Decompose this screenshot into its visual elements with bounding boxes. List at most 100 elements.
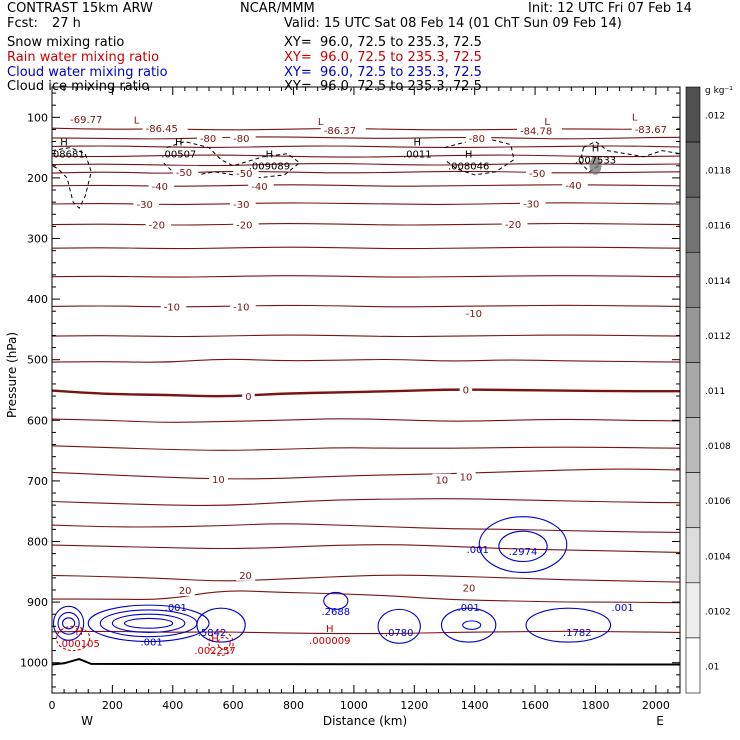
isotherm-label: -10 xyxy=(233,302,249,313)
colorbar-swatch xyxy=(685,472,701,529)
high-value: .000105 xyxy=(58,639,99,650)
x-tick-label: 200 xyxy=(102,699,123,712)
high-marker: H xyxy=(326,624,334,635)
cloud-water-contour xyxy=(111,613,186,633)
isotherm-label: 10 xyxy=(460,473,473,484)
init-time: Init: 12 UTC Fri 07 Feb 14 xyxy=(528,1,692,16)
cloud-water-contour xyxy=(52,605,85,641)
isotherm-line xyxy=(52,590,680,604)
x-tick-label: 1600 xyxy=(521,699,549,712)
isotherm-label: -83.67 xyxy=(635,125,667,136)
high-value: .000009 xyxy=(309,636,350,647)
y-tick-label: 1000 xyxy=(20,657,48,670)
isotherm-label-bg xyxy=(236,568,256,581)
model-title: CONTRAST 15km ARW xyxy=(7,1,153,16)
isotherm-label-bg xyxy=(145,218,172,231)
isotherm-line xyxy=(52,275,680,278)
isotherm-line xyxy=(52,498,680,506)
x-tick-label: 1800 xyxy=(581,699,609,712)
isotherm-line xyxy=(52,184,680,187)
rain-contour xyxy=(56,625,91,652)
snow-shaded-max xyxy=(589,156,602,175)
isotherm-label-bg xyxy=(209,473,229,486)
isotherm-label: -10 xyxy=(164,302,180,313)
x-tick-label: 1200 xyxy=(400,699,428,712)
isotherm-label: 20 xyxy=(239,571,252,582)
ground-line xyxy=(52,658,680,666)
snow-contour xyxy=(583,140,680,158)
valid-time: Valid: 15 UTC Sat 08 Feb 14 (01 ChT Sun … xyxy=(284,16,622,31)
isotherm-label: -80 xyxy=(200,134,216,145)
isotherm-label-bg xyxy=(459,581,479,594)
cloud-water-label: .001 xyxy=(612,603,634,614)
cloud-water-contour xyxy=(462,620,482,630)
y-tick-label: 900 xyxy=(27,596,48,609)
y-tick-label: 800 xyxy=(27,536,48,549)
isotherm-label: -20 xyxy=(149,221,165,232)
colorbar-label: .0114 xyxy=(705,277,731,287)
colorbar-swatch xyxy=(685,582,701,639)
isotherm-line xyxy=(52,246,680,250)
isotherm-label-bg xyxy=(520,197,546,210)
cloud-water-contour xyxy=(478,516,568,573)
colorbar-swatch xyxy=(685,417,701,473)
colorbar-swatch xyxy=(685,307,701,363)
west-label: W xyxy=(81,714,93,728)
isotherm-label-bg xyxy=(631,122,677,135)
cloud-water-label: .1782 xyxy=(563,628,592,639)
x-tick-label: 600 xyxy=(223,699,244,712)
isotherm-label-bg xyxy=(172,165,199,178)
isotherm-label: 10 xyxy=(435,476,448,487)
fcst-label: Fcst: xyxy=(7,16,38,31)
isotherm-label: -86.45 xyxy=(146,124,178,135)
y-tick-label: 600 xyxy=(27,414,48,427)
org-title: NCAR/MMM xyxy=(240,1,315,16)
colorbar-swatch xyxy=(685,362,701,418)
isotherm-label-bg xyxy=(175,583,195,596)
isotherm-line xyxy=(52,445,680,451)
isotherm-label: -80 xyxy=(233,134,249,145)
y-tick-label: 300 xyxy=(27,233,48,246)
isotherm-label-bg xyxy=(233,167,259,180)
high-marker: H xyxy=(75,627,83,638)
high-marker: H xyxy=(465,150,473,161)
isotherm-label: -84.78 xyxy=(520,127,552,138)
isotherm-label: -80 xyxy=(469,134,485,145)
isotherm-line xyxy=(52,136,680,140)
low-marker: L xyxy=(318,117,324,128)
isotherm-label-bg xyxy=(233,218,259,231)
high-marker: H xyxy=(60,137,68,148)
isotherm-label-bg xyxy=(459,383,473,396)
rain-contour xyxy=(208,630,234,656)
snow-contour xyxy=(163,140,301,179)
isotherm-label: -69.77 xyxy=(70,115,102,126)
colorbar-swatch xyxy=(685,86,701,143)
isotherm-line xyxy=(52,222,680,226)
isotherm-label: 20 xyxy=(179,586,192,597)
y-tick-label: 400 xyxy=(27,293,48,306)
isotherm-label: -40 xyxy=(251,182,267,193)
isotherm-line xyxy=(52,334,680,338)
colorbar-swatch xyxy=(685,141,701,198)
cloud-water-label: .001 xyxy=(467,545,489,556)
isotherm-label-bg xyxy=(432,473,452,486)
x-tick-label: 800 xyxy=(283,699,304,712)
isotherm-label-bg xyxy=(67,113,113,126)
colorbar-label: .0116 xyxy=(705,222,731,232)
rain-contour xyxy=(217,636,231,650)
isotherm-label-bg xyxy=(133,197,160,210)
cloud-water-label: .2974 xyxy=(509,547,538,558)
isotherm-label-bg xyxy=(230,131,256,144)
isotherm-label-bg xyxy=(148,179,175,192)
high-value: .009089 xyxy=(249,162,290,173)
isotherm-label: -40 xyxy=(152,182,168,193)
high-marker: H xyxy=(266,150,274,161)
high-value: .008046 xyxy=(448,162,489,173)
isotherm-label-bg xyxy=(462,307,489,320)
x-tick-label: 1000 xyxy=(340,699,368,712)
field-xy-cloud-water: XY= 96.0, 72.5 to 235.3, 72.5 xyxy=(284,65,482,80)
colorbar-swatch xyxy=(685,196,701,253)
isotherm-label-bg xyxy=(465,131,492,144)
isotherm-label: -50 xyxy=(176,168,192,179)
isotherm-label-bg xyxy=(320,124,366,137)
